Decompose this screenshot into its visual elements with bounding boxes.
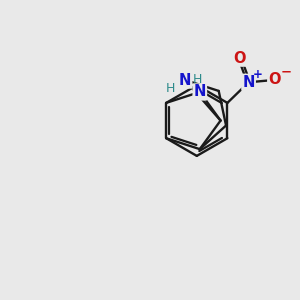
Text: N: N — [179, 73, 191, 88]
Text: −: − — [280, 65, 291, 78]
Text: H: H — [193, 73, 202, 86]
Text: O: O — [268, 72, 281, 87]
Text: N: N — [194, 85, 206, 100]
Text: +: + — [253, 68, 262, 80]
Text: N: N — [242, 75, 255, 90]
Text: O: O — [233, 51, 246, 66]
Text: H: H — [166, 82, 175, 95]
